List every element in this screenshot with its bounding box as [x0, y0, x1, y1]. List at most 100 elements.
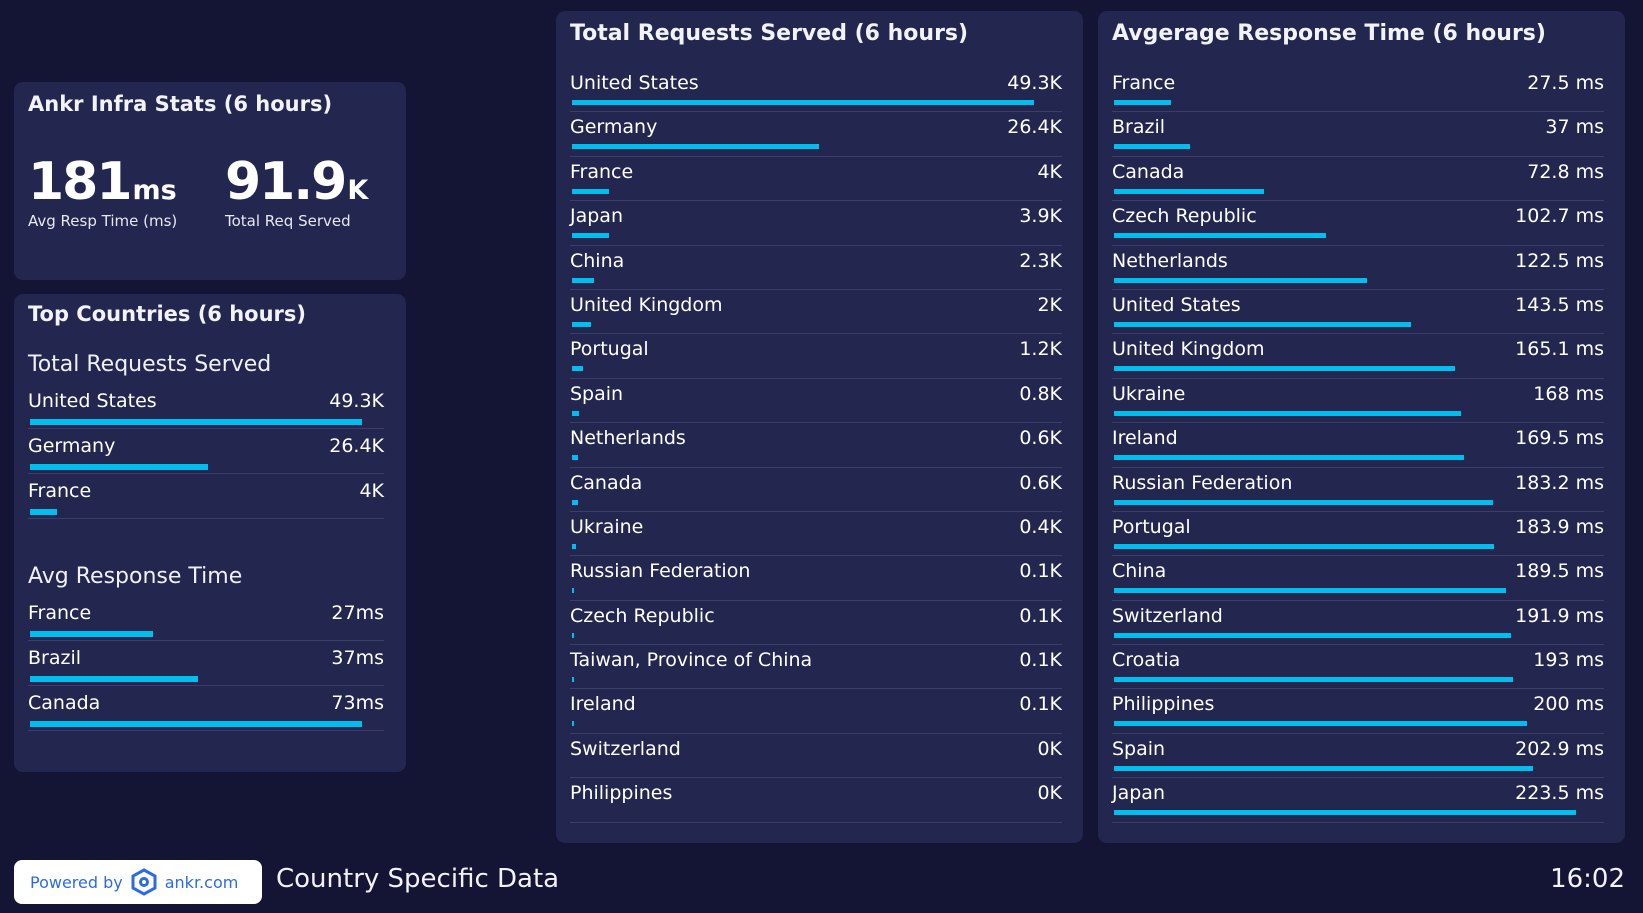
value-bar [1114, 321, 1411, 327]
country-name: United States [570, 72, 699, 94]
value-bar [572, 677, 574, 683]
total-req-label: Total Req Served [225, 212, 351, 230]
list-row: Germany 26.4K [28, 429, 384, 474]
list-row: Philippines 0K [570, 778, 1062, 823]
value-bar [1114, 543, 1495, 549]
list-row: Brazil 37ms [28, 641, 384, 686]
list-row: Taiwan, Province of China 0.1K [570, 645, 1062, 690]
country-value: 26.4K [329, 435, 384, 457]
list-row: Ireland 169.5 ms [1112, 423, 1604, 468]
requests-list: United States 49.3K Germany 26.4K France 4K Ja… [570, 68, 1062, 823]
value-bar [572, 233, 609, 239]
value-bar [30, 509, 57, 515]
value-bar [1114, 410, 1462, 416]
country-name: Portugal [1112, 515, 1191, 538]
requests-panel: Total Requests Served (6 hours) United S… [556, 11, 1083, 843]
country-value: 49.3K [329, 390, 384, 412]
country-value: 27ms [331, 602, 384, 624]
country-name: Czech Republic [1112, 205, 1257, 228]
avg-resp-value: 181 [28, 152, 133, 212]
country-name: Spain [570, 382, 624, 405]
country-name: United States [28, 390, 157, 412]
list-row: United States 49.3K [570, 68, 1062, 113]
country-value: 49.3K [1007, 72, 1062, 94]
value-bar [1114, 277, 1368, 283]
country-name: Czech Republic [570, 604, 715, 627]
country-value: 2.3K [1019, 249, 1062, 272]
list-row: United Kingdom 165.1 ms [1112, 334, 1604, 379]
value-bar [572, 632, 574, 638]
value-bar [572, 721, 574, 727]
response-panel-title: Avgerage Response Time (6 hours) [1112, 21, 1546, 46]
list-row: Czech Republic 0.1K [570, 601, 1062, 646]
country-name: Portugal [570, 338, 649, 361]
list-row: Japan 223.5 ms [1112, 778, 1604, 823]
value-bar [1114, 499, 1493, 505]
country-value: 0K [1037, 782, 1062, 805]
value-bar [1114, 765, 1534, 771]
response-panel: Avgerage Response Time (6 hours) France 2… [1098, 11, 1625, 843]
country-name: France [28, 602, 92, 624]
country-value: 72.8 ms [1527, 160, 1604, 183]
list-row: Ukraine 168 ms [1112, 379, 1604, 424]
country-value: 0.1K [1019, 560, 1062, 583]
country-value: 223.5 ms [1515, 782, 1604, 805]
country-name: Spain [1112, 737, 1166, 760]
top-requests-heading: Total Requests Served [28, 352, 272, 377]
country-value: 4K [359, 480, 384, 502]
country-value: 73ms [331, 692, 384, 714]
country-value: 122.5 ms [1515, 249, 1604, 272]
country-value: 189.5 ms [1515, 560, 1604, 583]
country-name: United States [1112, 293, 1241, 316]
country-name: Philippines [570, 782, 673, 805]
list-row: Canada 0.6K [570, 468, 1062, 512]
list-row: Switzerland 191.9 ms [1112, 601, 1604, 646]
country-name: Japan [1112, 782, 1165, 805]
value-bar [1114, 721, 1528, 727]
country-name: Ukraine [1112, 382, 1186, 405]
country-name: Canada [28, 692, 101, 714]
country-name: Switzerland [570, 737, 681, 760]
country-name: Russian Federation [1112, 471, 1293, 494]
brand-link: ankr.com [164, 872, 239, 892]
list-row: Croatia 193 ms [1112, 645, 1604, 690]
value-bar [30, 419, 362, 425]
value-bar [572, 100, 1034, 105]
avg-resp-unit: ms [132, 175, 177, 206]
top-response-list: France 27ms Brazil 37ms Canada 73ms [28, 596, 384, 731]
list-row: France 27.5 ms [1112, 68, 1604, 113]
list-row: Netherlands 0.6K [570, 423, 1062, 468]
value-bar [572, 144, 820, 150]
total-req-stat: 91.9K Total Req Served [225, 156, 368, 230]
country-name: France [28, 480, 92, 502]
list-row: China 2.3K [570, 246, 1062, 290]
country-value: 168 ms [1533, 382, 1604, 405]
value-bar [572, 188, 610, 194]
list-row: Canada 73ms [28, 686, 384, 731]
top-countries-card: Top Countries (6 hours) Total Requests S… [14, 294, 406, 772]
country-value: 0.6K [1019, 471, 1062, 494]
value-bar [1114, 100, 1171, 105]
value-bar [1114, 588, 1506, 594]
list-row: Russian Federation 0.1K [570, 556, 1062, 601]
list-row: United States 143.5 ms [1112, 290, 1604, 335]
value-bar [572, 455, 578, 461]
list-row: Portugal 1.2K [570, 334, 1062, 379]
country-value: 0.1K [1019, 693, 1062, 716]
value-bar [572, 277, 594, 283]
top-requests-list: United States 49.3K Germany 26.4K France 4K [28, 384, 384, 519]
list-row: France 27ms [28, 596, 384, 641]
value-bar [572, 366, 584, 372]
country-name: China [570, 249, 625, 272]
list-row: Netherlands 122.5 ms [1112, 246, 1604, 290]
powered-by-badge[interactable]: Powered by ankr.com [14, 860, 262, 904]
country-name: France [1112, 72, 1176, 94]
country-name: Taiwan, Province of China [570, 649, 813, 672]
country-value: 200 ms [1533, 693, 1604, 716]
country-value: 0.8K [1019, 382, 1062, 405]
country-value: 4K [1037, 160, 1062, 183]
country-name: China [1112, 560, 1167, 583]
country-value: 0.1K [1019, 649, 1062, 672]
list-row: Czech Republic 102.7 ms [1112, 201, 1604, 246]
response-list: France 27.5 ms Brazil 37 ms Canada 72.8 ms Cze… [1112, 68, 1604, 823]
